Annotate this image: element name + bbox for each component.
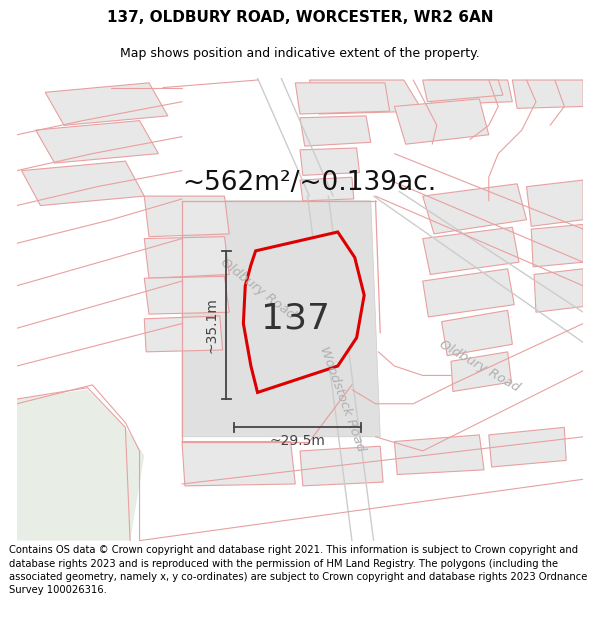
Text: ~29.5m: ~29.5m [270,434,326,448]
Polygon shape [423,228,519,274]
Polygon shape [300,446,383,486]
Polygon shape [531,224,583,267]
Text: Woodstock Road: Woodstock Road [317,344,368,453]
Polygon shape [442,311,512,356]
Text: Oldbury Road: Oldbury Road [437,338,522,394]
Polygon shape [423,80,503,102]
Polygon shape [534,269,583,312]
Polygon shape [144,316,223,352]
Polygon shape [512,80,583,108]
Polygon shape [451,352,511,391]
Polygon shape [45,83,168,126]
Text: ~562m²/~0.139ac.: ~562m²/~0.139ac. [182,170,437,196]
Polygon shape [394,99,489,144]
Polygon shape [527,180,583,226]
Polygon shape [22,161,144,206]
Text: Contains OS data © Crown copyright and database right 2021. This information is : Contains OS data © Crown copyright and d… [9,545,587,595]
Polygon shape [36,121,158,163]
Text: Oldbury Road: Oldbury Road [218,256,297,322]
Polygon shape [182,441,295,486]
Polygon shape [17,389,144,541]
Polygon shape [244,232,364,392]
Polygon shape [394,435,484,474]
Polygon shape [300,116,371,146]
Text: 137: 137 [261,302,330,336]
Polygon shape [489,428,566,467]
Polygon shape [144,276,229,314]
Polygon shape [427,80,512,104]
Polygon shape [310,80,423,114]
Text: ~35.1m: ~35.1m [205,297,219,353]
Text: 137, OLDBURY ROAD, WORCESTER, WR2 6AN: 137, OLDBURY ROAD, WORCESTER, WR2 6AN [107,9,493,24]
Polygon shape [295,83,389,114]
Polygon shape [300,177,354,201]
Polygon shape [423,269,514,317]
Polygon shape [144,196,229,237]
Polygon shape [182,201,380,437]
Polygon shape [300,148,359,176]
Polygon shape [423,184,527,234]
Polygon shape [144,237,229,278]
Text: Map shows position and indicative extent of the property.: Map shows position and indicative extent… [120,47,480,59]
